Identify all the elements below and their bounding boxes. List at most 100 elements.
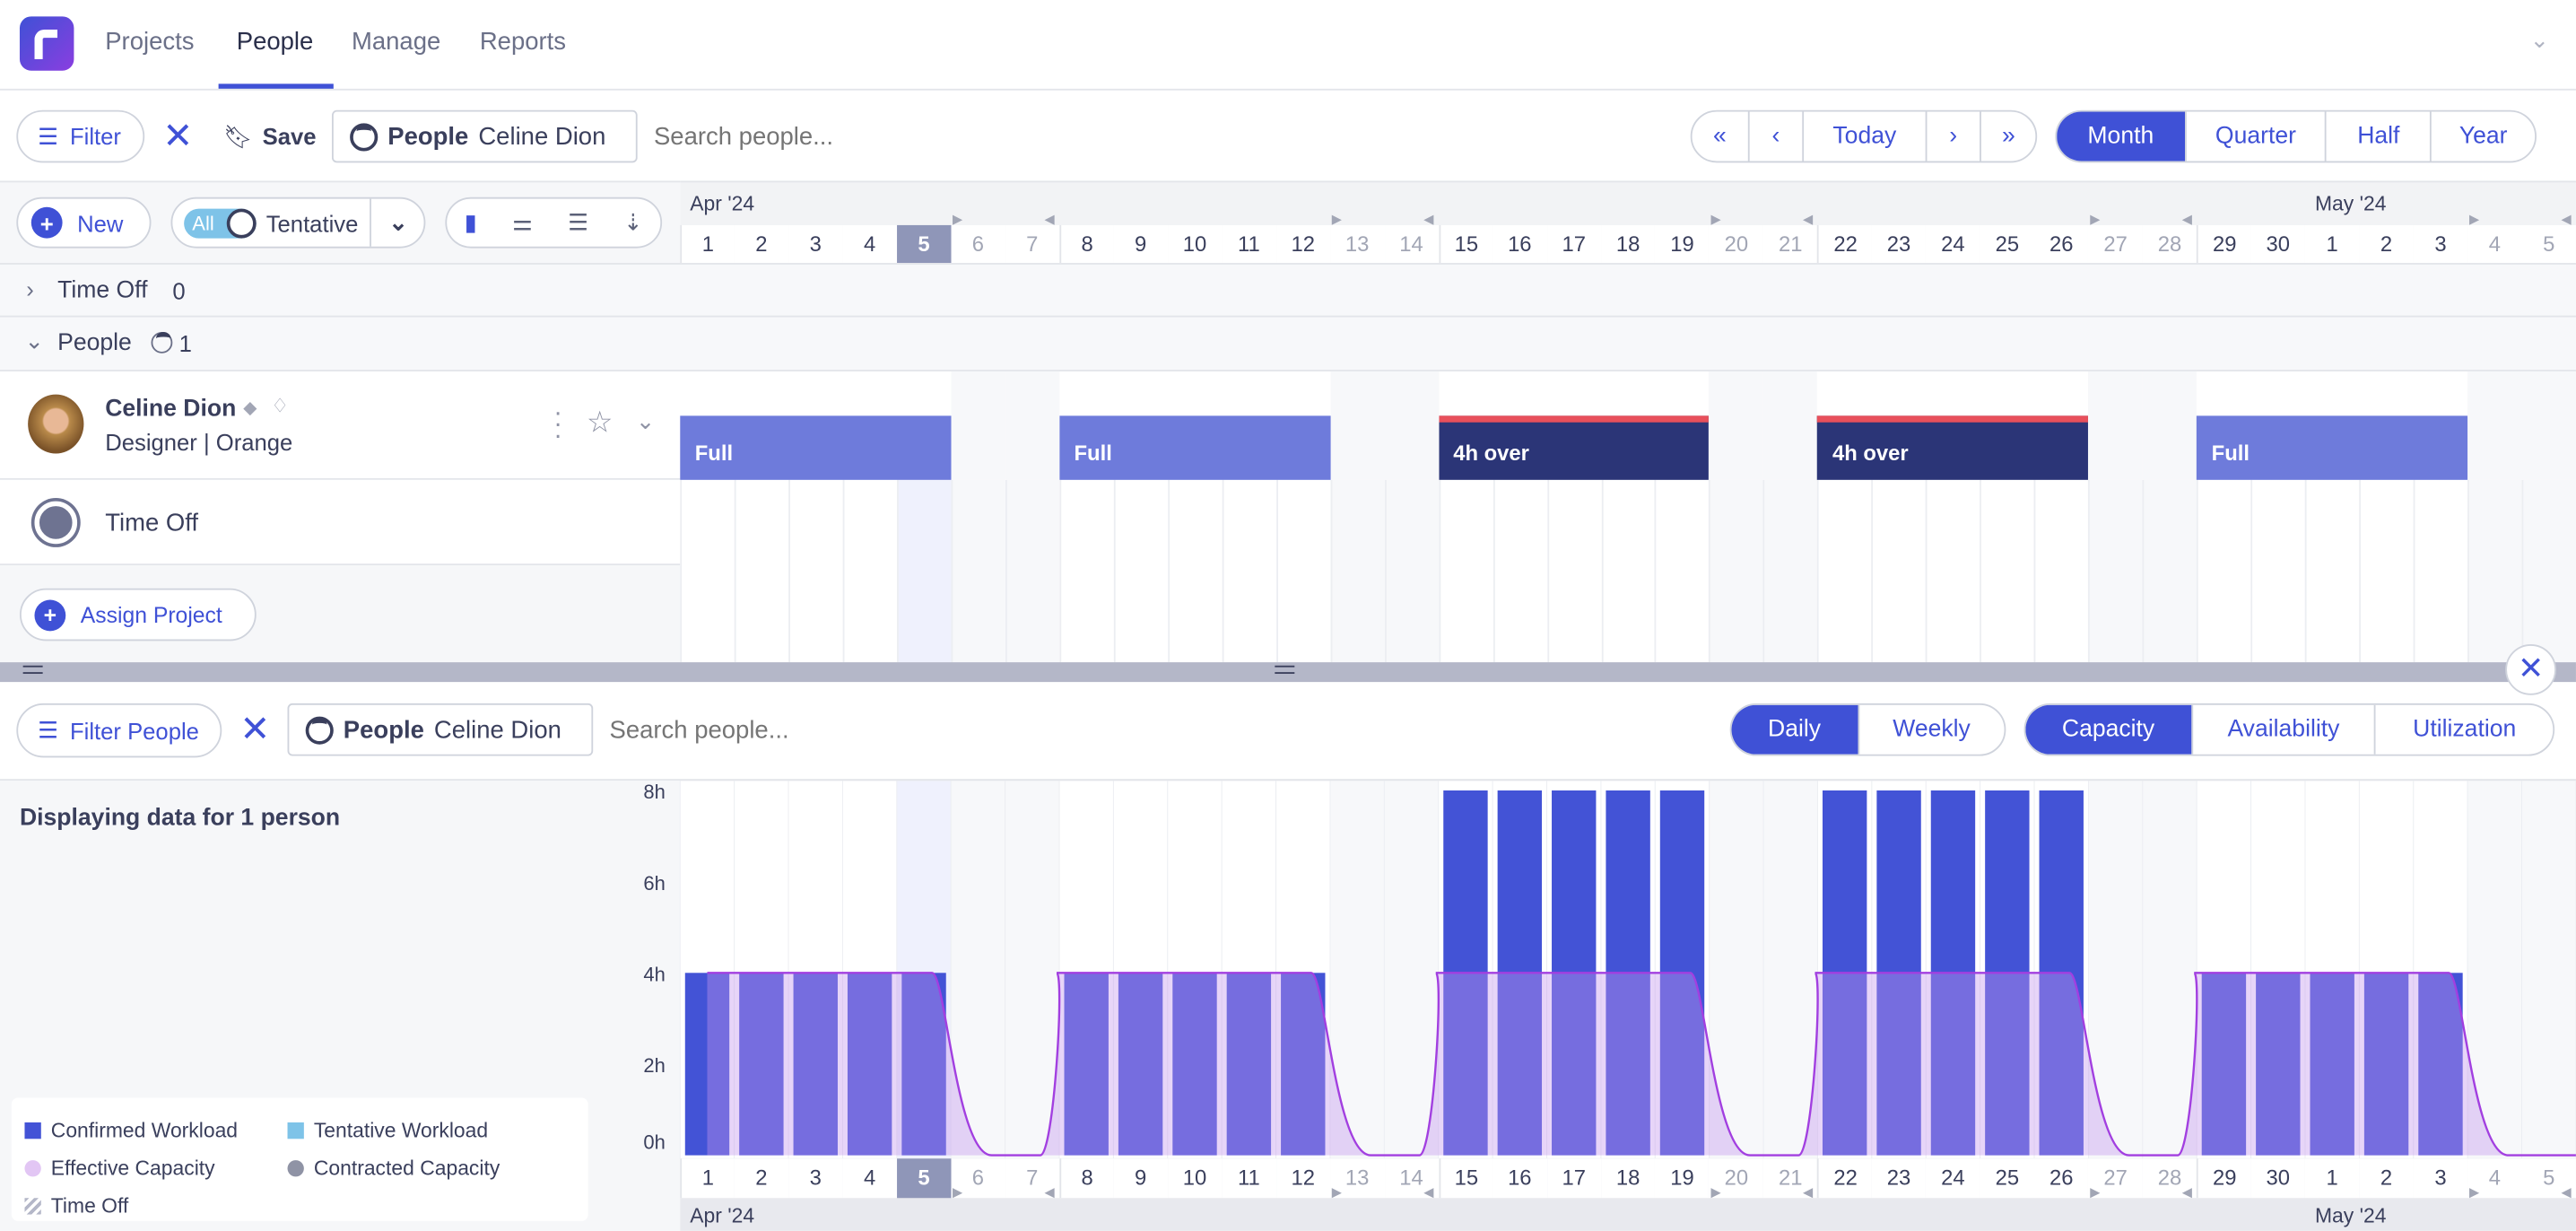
tentative-toggle[interactable]: All: [184, 207, 257, 238]
tab-manage[interactable]: Manage: [351, 28, 441, 57]
day-25[interactable]: 25: [1980, 1158, 2035, 1199]
save-button[interactable]: 🔖︎ Save: [223, 123, 317, 150]
confirmed-workload-bar[interactable]: [1118, 973, 1163, 1156]
weekend-expand-icon[interactable]: ◀: [1044, 212, 1055, 227]
jump-forward-button[interactable]: »: [1980, 111, 2036, 162]
day-32[interactable]: 2: [2359, 224, 2414, 265]
confirmed-workload-bar[interactable]: [1226, 973, 1272, 1156]
day-12[interactable]: 12: [1275, 1158, 1330, 1199]
grid-column[interactable]: [1275, 479, 1330, 663]
ranges-year[interactable]: Year: [2430, 111, 2535, 162]
grid-column[interactable]: [2521, 479, 2576, 663]
day-15[interactable]: 15: [1438, 224, 1493, 265]
grid-column[interactable]: [1817, 479, 1872, 663]
grid-column[interactable]: [1493, 479, 1547, 663]
day-23[interactable]: 23: [1871, 1158, 1927, 1199]
day-3[interactable]: 3: [788, 1158, 843, 1199]
day-8[interactable]: 8: [1059, 1158, 1114, 1199]
time-off-group-row[interactable]: › Time Off 0: [0, 263, 2576, 318]
modes-availability[interactable]: Availability: [2190, 704, 2375, 755]
weekend-collapse-icon[interactable]: ▶: [2468, 1184, 2480, 1200]
day-22[interactable]: 22: [1817, 224, 1872, 265]
confirmed-workload-bar[interactable]: [739, 973, 784, 1156]
allocation-bar[interactable]: 4h over: [1438, 415, 1710, 480]
weekend-expand-icon[interactable]: ◀: [1802, 212, 1814, 227]
grid-column[interactable]: [1059, 479, 1114, 663]
grid-column[interactable]: [1329, 479, 1385, 663]
grid-column[interactable]: [1222, 479, 1276, 663]
app-logo[interactable]: [19, 16, 74, 71]
person-name[interactable]: Celine Dion: [105, 396, 237, 423]
weekend-collapse-icon[interactable]: ▶: [2468, 212, 2480, 227]
prev-button[interactable]: ‹: [1747, 111, 1803, 162]
day-11[interactable]: 11: [1222, 1158, 1276, 1199]
day-9[interactable]: 9: [1113, 1158, 1168, 1199]
day-29[interactable]: 29: [2197, 1158, 2251, 1199]
day-11[interactable]: 11: [1222, 224, 1276, 265]
weekend-collapse-icon[interactable]: ▶: [1331, 1184, 1343, 1200]
people-filter-chip[interactable]: People Celine Dion: [287, 703, 594, 756]
confirmed-workload-bar[interactable]: [1281, 973, 1326, 1156]
filter-people-button[interactable]: ☰ Filter People: [16, 703, 222, 758]
grid-column[interactable]: [1709, 479, 1764, 663]
day-24[interactable]: 24: [1926, 224, 1980, 265]
jump-back-button[interactable]: «: [1712, 123, 1727, 150]
allocation-bar[interactable]: Full: [680, 415, 952, 480]
day-2[interactable]: 2: [734, 1158, 789, 1199]
day-7[interactable]: 7: [1005, 224, 1060, 265]
confirmed-workload-bar[interactable]: [2418, 973, 2463, 1156]
grid-column[interactable]: [2359, 479, 2414, 663]
day-1[interactable]: 1: [680, 1158, 735, 1199]
weekend-expand-icon[interactable]: ◀: [1423, 1184, 1434, 1200]
grid-column[interactable]: [2413, 479, 2468, 663]
more-options-icon[interactable]: · · ·: [553, 399, 563, 450]
day-22[interactable]: 22: [1817, 1158, 1872, 1199]
day-28[interactable]: 28: [2142, 224, 2197, 265]
modes-utilization[interactable]: Utilization: [2374, 704, 2553, 755]
day-24[interactable]: 24: [1926, 1158, 1980, 1199]
day-31[interactable]: 1: [2304, 224, 2360, 265]
avatar[interactable]: [28, 394, 84, 454]
day-34[interactable]: 4: [2467, 224, 2522, 265]
sliders-icon[interactable]: ⚌: [511, 208, 533, 235]
grid-column[interactable]: [1546, 479, 1601, 663]
modes-capacity[interactable]: Capacity: [2025, 704, 2191, 755]
day-10[interactable]: 10: [1167, 1158, 1223, 1199]
allocation-bar[interactable]: Full: [2197, 415, 2468, 480]
weekend-expand-icon[interactable]: ◀: [2181, 212, 2192, 227]
day-19[interactable]: 19: [1655, 1158, 1710, 1199]
confirmed-workload-bar[interactable]: [2256, 973, 2301, 1156]
day-14[interactable]: 14: [1384, 1158, 1439, 1199]
day-6[interactable]: 6: [951, 1158, 1005, 1199]
day-9[interactable]: 9: [1113, 224, 1168, 265]
day-13[interactable]: 13: [1329, 224, 1385, 265]
grid-column[interactable]: [734, 479, 789, 663]
weekend-expand-icon[interactable]: ◀: [2181, 1184, 2192, 1200]
bar-chart-icon[interactable]: ▮: [464, 208, 477, 235]
clear-filter-icon[interactable]: ✕: [239, 708, 271, 750]
grid-column[interactable]: [2467, 479, 2522, 663]
day-25[interactable]: 25: [1980, 224, 2035, 265]
day-26[interactable]: 26: [2034, 224, 2089, 265]
chevron-down-icon[interactable]: ⌄: [2529, 26, 2550, 53]
weekend-expand-icon[interactable]: ◀: [1423, 212, 1434, 227]
day-3[interactable]: 3: [788, 224, 843, 265]
people-filter-chip[interactable]: People Celine Dion: [331, 109, 638, 163]
day-20[interactable]: 20: [1709, 224, 1764, 265]
allocation-bar[interactable]: 4h over: [1817, 415, 2089, 480]
day-23[interactable]: 23: [1871, 224, 1927, 265]
weekend-expand-icon[interactable]: ◀: [2561, 1184, 2572, 1200]
confirmed-workload-bar[interactable]: [684, 973, 730, 1156]
day-4[interactable]: 4: [842, 224, 897, 265]
day-32[interactable]: 2: [2359, 1158, 2414, 1199]
grid-column[interactable]: [951, 479, 1005, 663]
confirmed-workload-bar[interactable]: [1064, 973, 1109, 1156]
day-35[interactable]: 5: [2521, 224, 2576, 265]
grid-column[interactable]: [1871, 479, 1927, 663]
assign-project-button[interactable]: + Assign Project: [19, 588, 257, 642]
day-5[interactable]: 5: [896, 1158, 952, 1199]
star-icon[interactable]: ☆: [586, 406, 614, 440]
ranges-quarter[interactable]: Quarter: [2184, 111, 2326, 162]
grid-column[interactable]: [680, 479, 735, 663]
day-16[interactable]: 16: [1493, 1158, 1547, 1199]
